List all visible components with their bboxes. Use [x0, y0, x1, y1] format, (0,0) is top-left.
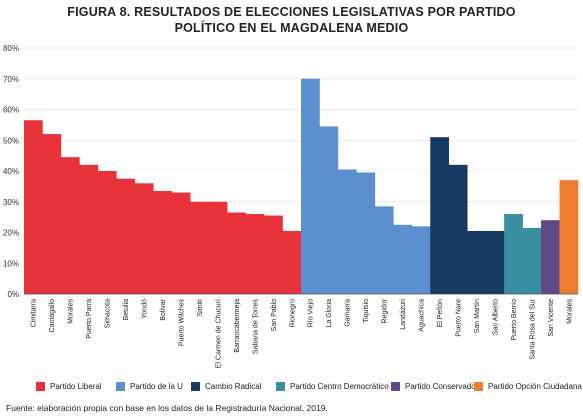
bar [467, 230, 486, 294]
chart-legend: Partido Liberal Partido de la U Cambio Rad… [36, 382, 582, 396]
bar [430, 137, 450, 294]
x-category-label: Puerto Berrío [511, 299, 518, 341]
legend-item: Partido de la U [116, 382, 183, 391]
bar [245, 214, 265, 294]
y-axis-ticks: 0% 10% 20% 30% 40% 50% 60% 70% 80% [3, 44, 19, 299]
legend-label: Partido Centro Democrático [290, 382, 389, 391]
x-category-label: San Pablo [271, 299, 278, 331]
bar [559, 180, 579, 294]
x-category-label: El Peñón [437, 299, 444, 328]
bar [227, 212, 246, 294]
bar [504, 214, 523, 294]
y-tick-label: 20% [3, 229, 19, 238]
bar [411, 226, 431, 294]
legend-label: Partido Conservador [405, 382, 479, 391]
legend-label: Cambio Radical [205, 382, 262, 391]
legend-label: Partido Liberal [50, 382, 102, 391]
x-category-label: Betulia [123, 299, 130, 321]
x-category-label: Puerto Nare [455, 299, 462, 337]
legend-swatch [474, 382, 483, 391]
bar [374, 206, 394, 294]
x-category-label: Gamarra [345, 299, 352, 327]
bar [190, 201, 209, 294]
bar [97, 171, 117, 294]
legend-item: Partido Conservador [391, 382, 478, 391]
x-category-label: San Alberto [492, 299, 499, 335]
x-category-label: Rionegro [289, 299, 296, 328]
y-tick-label: 0% [7, 290, 19, 299]
bar [171, 192, 191, 294]
legend-label: Partido de la U [130, 382, 183, 391]
bar [541, 220, 560, 294]
y-tick-label: 30% [3, 198, 19, 207]
x-category-label: Cantagallo [49, 299, 56, 333]
x-category-label: Santa Rosa del Sur [529, 298, 536, 359]
y-tick-label: 70% [3, 75, 19, 84]
bar [134, 183, 154, 294]
chart-title: FIGURA 8. RESULTADOS DE ELECCIONES LEGIS… [0, 4, 583, 36]
legend-swatch [276, 382, 285, 391]
x-axis-category-labels: Cimitarra Cantagallo Morales Puerto Parra Si… [31, 298, 574, 368]
bars [24, 78, 579, 294]
legend-swatch [391, 382, 400, 391]
bar [337, 169, 357, 294]
bar [60, 157, 80, 294]
x-category-label: Barrancabermeja [234, 299, 241, 353]
x-category-label: Puerto Parra [86, 299, 93, 339]
x-category-label: Aguachica [419, 299, 426, 332]
legend-item: Partido Centro Democrático [276, 382, 389, 391]
y-tick-label: 50% [3, 136, 19, 145]
legend-label: Partido Opción Ciudadana [488, 382, 582, 391]
x-category-label: Landázuri [400, 299, 407, 330]
x-category-label: Puerto Wilches [178, 299, 185, 347]
y-tick-label: 40% [3, 167, 19, 176]
legend-item: Partido Liberal [36, 382, 102, 391]
bar [79, 164, 99, 294]
x-category-label: Sabana de Torres [252, 299, 259, 355]
x-category-label: Yondó [142, 299, 149, 319]
bar [42, 134, 62, 294]
x-category-label: Simacota [105, 299, 112, 328]
x-category-label: San Vicente [548, 299, 555, 337]
legend-swatch [191, 382, 200, 391]
y-tick-label: 60% [3, 106, 19, 115]
legend-item: Partido Opción Ciudadana [474, 382, 582, 391]
legend-swatch [116, 382, 125, 391]
bar [393, 224, 413, 294]
bar [356, 172, 376, 294]
x-category-label: Morales [68, 299, 75, 324]
x-category-label: Simití [197, 299, 204, 317]
legend-swatch [36, 382, 45, 391]
x-category-label: Cimitarra [31, 299, 38, 327]
x-category-label: Bolívar [160, 298, 167, 320]
bar [485, 230, 505, 294]
y-tick-label: 10% [3, 259, 19, 268]
bar [24, 120, 43, 294]
x-category-label: Río Viejo [308, 299, 315, 327]
chart-title-line-2: POLÍTICO EN EL MAGDALENA MEDIO [174, 21, 409, 35]
bar [319, 126, 339, 294]
legend-item: Cambio Radical [191, 382, 261, 391]
x-category-label: Tiquisio [363, 299, 370, 323]
bar [301, 78, 320, 294]
bar [208, 201, 228, 294]
source-note: Fuente: elaboración propia con base en l… [6, 403, 328, 413]
bar-chart: 0% 10% 20% 30% 40% 50% 60% 70% 80% Cimitarra Cant… [3, 44, 579, 368]
x-category-label: Regidor [382, 298, 389, 323]
bar [522, 227, 542, 294]
x-category-label: San Martín [474, 299, 481, 333]
bar [448, 164, 468, 294]
bar [282, 230, 302, 294]
bar [264, 215, 283, 294]
x-category-label: La Gloria [326, 299, 333, 328]
bar [116, 178, 136, 294]
x-category-label: Morales [566, 299, 573, 324]
y-tick-label: 80% [3, 44, 19, 53]
x-category-label: El Carmen de Chucurí [215, 299, 222, 368]
chart-title-line-1: FIGURA 8. RESULTADOS DE ELECCIONES LEGIS… [67, 5, 516, 19]
bar [153, 190, 173, 294]
